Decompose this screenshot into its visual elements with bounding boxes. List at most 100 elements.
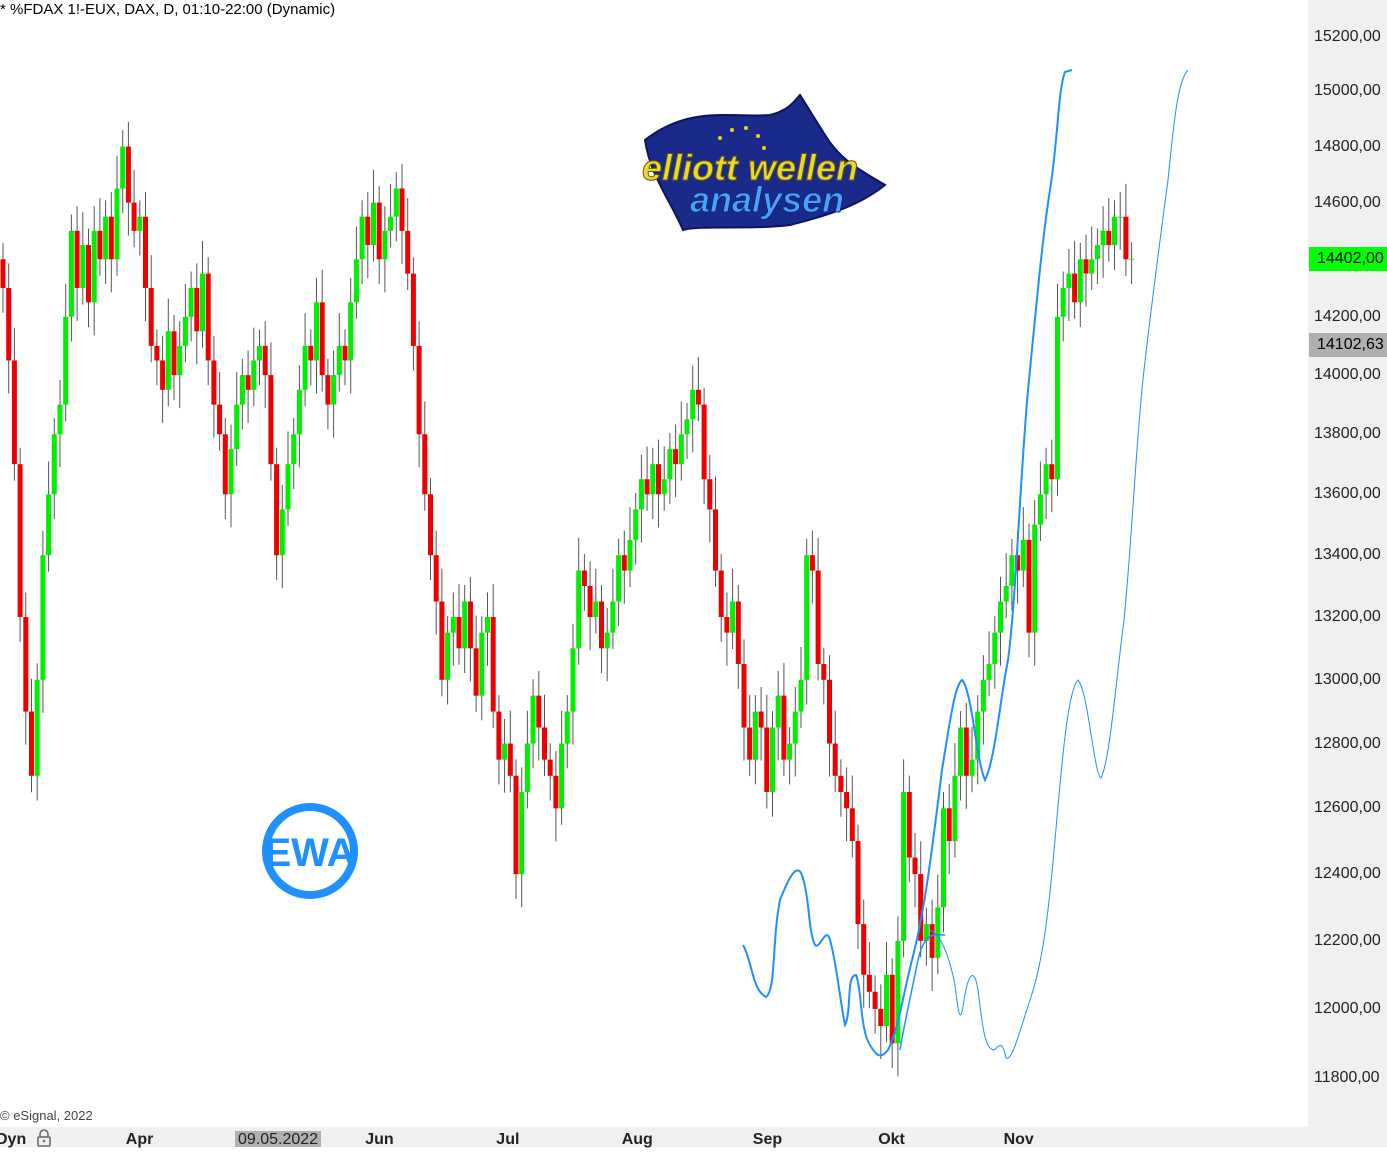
candle-up xyxy=(1009,555,1015,587)
candle-up xyxy=(633,509,639,540)
y-tick-label: 15000,00 xyxy=(1314,82,1381,100)
candle-down xyxy=(319,302,325,376)
candle-down xyxy=(194,287,200,332)
y-tick-label: 11800,00 xyxy=(1314,1069,1380,1086)
candle-down xyxy=(809,555,815,571)
candle-up xyxy=(730,601,736,633)
candle-up xyxy=(661,479,667,495)
price-axis[interactable]: 15200,0015000,0014800,0014600,0014400,00… xyxy=(1308,0,1387,1127)
candle-up xyxy=(188,287,194,317)
candle-up xyxy=(1117,216,1123,218)
candle-down xyxy=(262,345,268,376)
crosshair-date: 09.05.2022 xyxy=(235,1131,321,1147)
candle-down xyxy=(143,216,148,288)
candle-down xyxy=(815,570,821,665)
candle-up xyxy=(627,539,633,571)
candle-down xyxy=(433,555,439,602)
candle-up xyxy=(804,555,810,680)
candle-down xyxy=(74,230,80,288)
candle-down xyxy=(827,679,832,744)
y-tick-label: 12000,00 xyxy=(1314,999,1381,1017)
candle-up xyxy=(302,345,308,390)
time-axis[interactable]: Dyn Apr Jun Jul Aug Sep Okt Nov xyxy=(0,1127,1387,1148)
candle-up xyxy=(604,632,610,649)
candle-up xyxy=(958,727,964,776)
candle-down xyxy=(125,146,131,203)
candle-down xyxy=(724,617,730,633)
candle-up xyxy=(975,711,981,760)
candle-up xyxy=(336,345,342,376)
elliott-wellen-logo: elliott wellen analysen xyxy=(642,93,887,232)
candle-up xyxy=(901,792,907,941)
candle-down xyxy=(1123,216,1129,260)
candle-down xyxy=(473,648,479,696)
candle-up xyxy=(610,601,616,633)
candle-up xyxy=(1020,539,1026,571)
candle-down xyxy=(758,711,764,728)
candle-up xyxy=(1089,259,1095,274)
candle-down xyxy=(599,601,604,649)
candle-down xyxy=(553,775,559,809)
candles xyxy=(0,122,1135,1077)
candle-down xyxy=(6,287,12,361)
candle-down xyxy=(507,743,513,776)
candle-down xyxy=(0,259,6,288)
candle-down xyxy=(211,360,217,405)
candle-down xyxy=(844,792,850,809)
lock-icon[interactable] xyxy=(35,1129,53,1152)
candle-up xyxy=(34,679,40,776)
candle-down xyxy=(1026,539,1032,633)
candle-down xyxy=(97,230,103,260)
candle-up xyxy=(775,695,781,728)
candle-down xyxy=(838,775,844,793)
y-tick-label: 12800,00 xyxy=(1314,734,1381,752)
y-tick-label: 13600,00 xyxy=(1314,485,1381,503)
candle-up xyxy=(559,743,565,809)
candle-up xyxy=(114,188,120,260)
candle-up xyxy=(137,216,143,231)
candle-down xyxy=(644,479,650,495)
candle-down xyxy=(496,711,502,760)
y-tick-label: 12200,00 xyxy=(1314,931,1381,949)
candle-up xyxy=(51,434,57,495)
y-tick-label: 12400,00 xyxy=(1314,865,1381,883)
candle-down xyxy=(855,841,861,925)
candle-down xyxy=(849,808,855,842)
candle-down xyxy=(547,759,553,776)
candle-down xyxy=(342,345,348,361)
candle-up xyxy=(998,601,1003,633)
candle-down xyxy=(929,924,935,958)
candle-up xyxy=(234,404,240,450)
candle-up xyxy=(1003,586,1009,602)
ewa-badge: EWA xyxy=(262,803,358,899)
candle-up xyxy=(279,509,285,556)
y-tick-label: 14200,00 xyxy=(1314,307,1381,325)
candle-down xyxy=(245,375,251,390)
y-tick-label: 14000,00 xyxy=(1314,366,1381,384)
candle-up xyxy=(353,259,359,303)
candle-down xyxy=(735,601,741,665)
candle-up xyxy=(524,743,530,793)
candle-down xyxy=(217,404,223,435)
candle-up xyxy=(895,940,901,1044)
candle-down xyxy=(878,1008,884,1027)
candle-down xyxy=(946,808,952,842)
candle-up xyxy=(752,711,758,760)
candle-up xyxy=(291,434,297,465)
candle-down xyxy=(741,664,747,728)
candle-down xyxy=(542,727,547,760)
svg-text:elliott wellen: elliott wellen xyxy=(642,147,858,188)
x-tick-label: Jul xyxy=(496,1131,520,1148)
candle-up xyxy=(980,679,986,712)
candle-up xyxy=(285,464,291,510)
candle-down xyxy=(872,991,878,1009)
candle-up xyxy=(165,331,171,390)
x-tick-label: Aug xyxy=(621,1131,653,1148)
price-chart[interactable]: EWA elliott wellen analysen xyxy=(0,0,1308,1127)
candle-down xyxy=(587,586,593,618)
candle-down xyxy=(222,434,228,495)
candle-down xyxy=(673,449,679,465)
candle-down xyxy=(1015,555,1021,571)
candle-up xyxy=(1100,230,1106,246)
dyn-label[interactable]: Dyn xyxy=(0,1131,27,1148)
